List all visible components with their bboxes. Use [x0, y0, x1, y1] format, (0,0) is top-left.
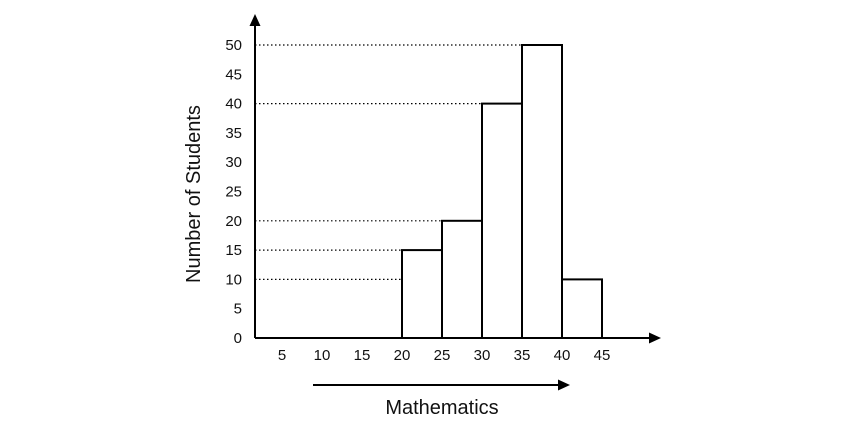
y-tick-label: 20	[225, 213, 242, 230]
x-tick-label: 40	[554, 347, 571, 364]
y-tick-label: 25	[225, 184, 242, 201]
y-tick-label: 5	[234, 301, 242, 318]
bar-35-40	[521, 44, 563, 339]
x-tick-label: 15	[354, 347, 371, 364]
x-tick-label: 10	[314, 347, 331, 364]
y-tick-label: 30	[225, 154, 242, 171]
y-tick-label: 15	[225, 242, 242, 259]
x-tick-label: 45	[594, 347, 611, 364]
bar-30-35	[481, 102, 523, 339]
y-tick-label: 50	[225, 37, 242, 54]
y-tick-label: 10	[225, 271, 242, 288]
y-tick-label: 0	[234, 330, 242, 347]
y-axis-title: Number of Students	[183, 105, 205, 283]
x-direction-arrow-head	[558, 379, 570, 391]
y-axis-arrow	[249, 14, 261, 26]
y-tick-label: 40	[225, 96, 242, 113]
bar-25-30	[441, 219, 483, 339]
x-tick-label: 35	[514, 347, 531, 364]
bar-20-25	[401, 249, 443, 340]
x-axis-title: Mathematics	[385, 397, 498, 419]
bars	[401, 44, 603, 340]
x-tick-labels: 5 10 15 20 25 30 35 40 45	[278, 347, 611, 364]
x-tick-label: 25	[434, 347, 451, 364]
x-tick-label: 30	[474, 347, 491, 364]
x-axis-arrow	[649, 332, 661, 344]
x-tick-label: 5	[278, 347, 286, 364]
bar-40-45	[561, 278, 603, 339]
y-tick-labels: 0 5 10 15 20 25 30 35 40 45 50	[225, 37, 242, 347]
y-tick-label: 35	[225, 125, 242, 142]
y-tick-label: 45	[225, 66, 242, 83]
x-tick-label: 20	[394, 347, 411, 364]
